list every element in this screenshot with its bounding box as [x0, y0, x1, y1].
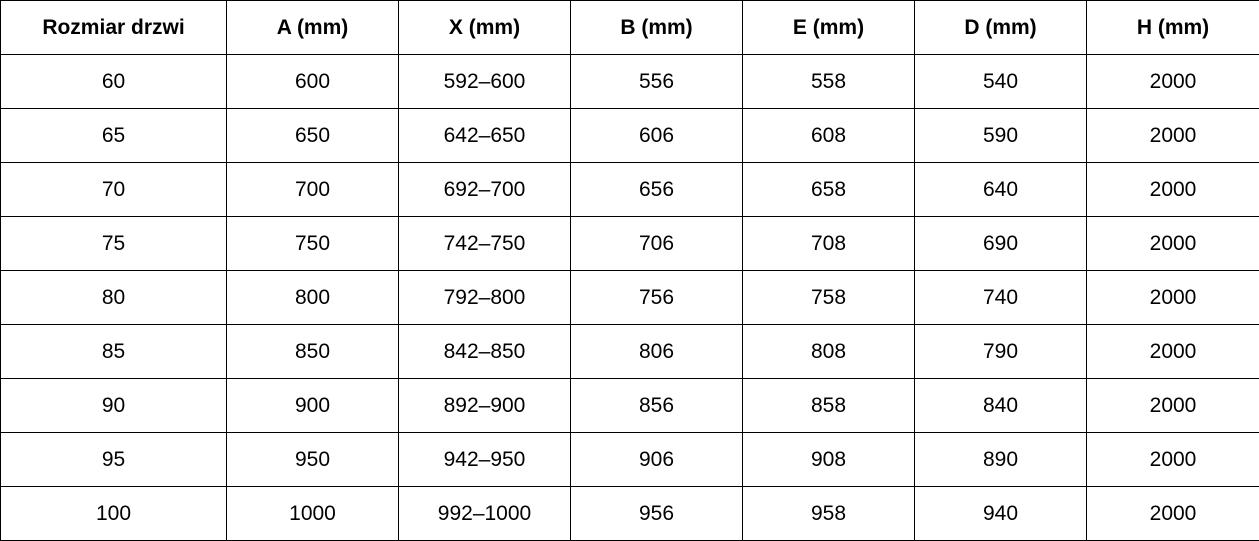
cell-d: 590: [914, 108, 1087, 163]
cell-a: 700: [226, 162, 399, 217]
cell-e: 858: [742, 378, 915, 433]
cell-d: 740: [914, 270, 1087, 325]
cell-h: 2000: [1086, 432, 1259, 487]
cell-a: 650: [226, 108, 399, 163]
cell-e: 708: [742, 216, 915, 271]
cell-d: 640: [914, 162, 1087, 217]
cell-a: 600: [226, 54, 399, 109]
cell-x: 742–750: [398, 216, 571, 271]
cell-door-size: 95: [0, 432, 227, 487]
cell-d: 690: [914, 216, 1087, 271]
cell-x: 892–900: [398, 378, 571, 433]
cell-door-size: 75: [0, 216, 227, 271]
cell-e: 608: [742, 108, 915, 163]
table-row: 90 900 892–900 856 858 840 2000: [0, 378, 1259, 433]
cell-x: 592–600: [398, 54, 571, 109]
header-door-size: Rozmiar drzwi: [0, 0, 227, 55]
cell-h: 2000: [1086, 108, 1259, 163]
table-row: 60 600 592–600 556 558 540 2000: [0, 54, 1259, 109]
cell-x: 992–1000: [398, 486, 571, 541]
header-b: B (mm): [570, 0, 743, 55]
cell-a: 800: [226, 270, 399, 325]
cell-d: 940: [914, 486, 1087, 541]
cell-h: 2000: [1086, 54, 1259, 109]
cell-door-size: 100: [0, 486, 227, 541]
cell-h: 2000: [1086, 486, 1259, 541]
cell-h: 2000: [1086, 270, 1259, 325]
cell-h: 2000: [1086, 324, 1259, 379]
cell-b: 606: [570, 108, 743, 163]
cell-d: 890: [914, 432, 1087, 487]
cell-b: 756: [570, 270, 743, 325]
cell-door-size: 70: [0, 162, 227, 217]
cell-a: 900: [226, 378, 399, 433]
cell-door-size: 60: [0, 54, 227, 109]
cell-d: 790: [914, 324, 1087, 379]
cell-d: 540: [914, 54, 1087, 109]
header-h: H (mm): [1086, 0, 1259, 55]
cell-door-size: 90: [0, 378, 227, 433]
cell-door-size: 65: [0, 108, 227, 163]
cell-e: 808: [742, 324, 915, 379]
cell-e: 558: [742, 54, 915, 109]
header-d: D (mm): [914, 0, 1087, 55]
header-e: E (mm): [742, 0, 915, 55]
table-body: 60 600 592–600 556 558 540 2000 65 650 642–650 606…: [0, 54, 1259, 541]
cell-b: 706: [570, 216, 743, 271]
table-row: 70 700 692–700 656 658 640 2000: [0, 162, 1259, 217]
cell-b: 956: [570, 486, 743, 541]
header-a: A (mm): [226, 0, 399, 55]
cell-b: 806: [570, 324, 743, 379]
cell-d: 840: [914, 378, 1087, 433]
cell-x: 842–850: [398, 324, 571, 379]
table-row: 80 800 792–800 756 758 740 2000: [0, 270, 1259, 325]
cell-a: 750: [226, 216, 399, 271]
cell-door-size: 85: [0, 324, 227, 379]
cell-e: 658: [742, 162, 915, 217]
cell-b: 906: [570, 432, 743, 487]
header-row: Rozmiar drzwi A (mm) X (mm) B (mm) E (mm…: [0, 0, 1259, 55]
table-row: 95 950 942–950 906 908 890 2000: [0, 432, 1259, 487]
cell-x: 942–950: [398, 432, 571, 487]
header-x: X (mm): [398, 0, 571, 55]
table-row: 100 1000 992–1000 956 958 940 2000: [0, 486, 1259, 541]
cell-x: 792–800: [398, 270, 571, 325]
cell-b: 556: [570, 54, 743, 109]
table-row: 65 650 642–650 606 608 590 2000: [0, 108, 1259, 163]
table-row: 75 750 742–750 706 708 690 2000: [0, 216, 1259, 271]
cell-a: 850: [226, 324, 399, 379]
cell-h: 2000: [1086, 378, 1259, 433]
cell-x: 692–700: [398, 162, 571, 217]
cell-e: 908: [742, 432, 915, 487]
cell-e: 958: [742, 486, 915, 541]
cell-h: 2000: [1086, 162, 1259, 217]
cell-x: 642–650: [398, 108, 571, 163]
cell-e: 758: [742, 270, 915, 325]
cell-b: 856: [570, 378, 743, 433]
cell-a: 1000: [226, 486, 399, 541]
table-row: 85 850 842–850 806 808 790 2000: [0, 324, 1259, 379]
cell-a: 950: [226, 432, 399, 487]
cell-h: 2000: [1086, 216, 1259, 271]
cell-b: 656: [570, 162, 743, 217]
cell-door-size: 80: [0, 270, 227, 325]
